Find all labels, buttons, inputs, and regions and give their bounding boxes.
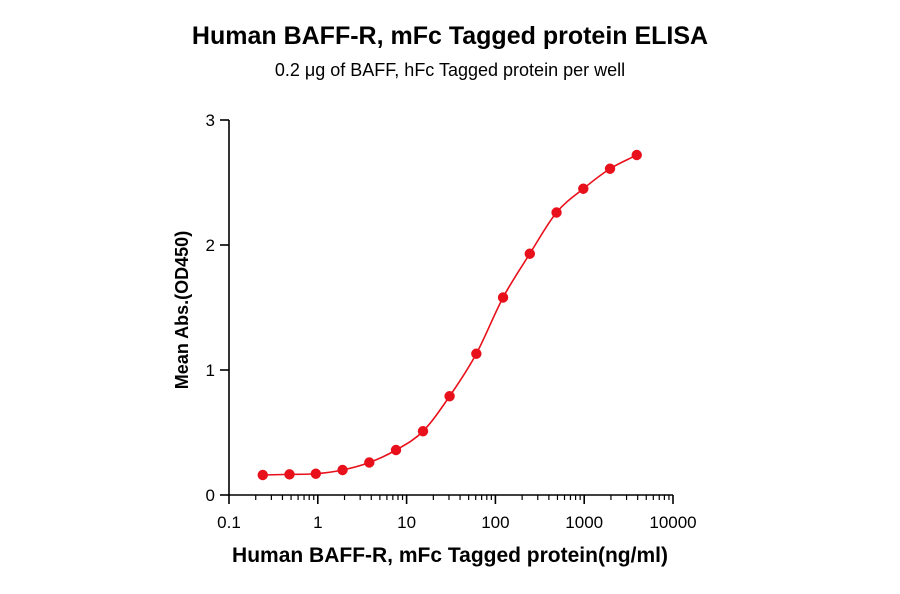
- y-tick-label: 3: [206, 111, 215, 130]
- y-tick-label: 1: [206, 361, 215, 380]
- fit-curve-layer: [262, 154, 638, 476]
- x-tick-label: 10: [397, 513, 416, 532]
- data-point: [497, 292, 509, 303]
- data-point: [524, 248, 536, 259]
- axes: 0 1 2 3 0.1 1 10 100 1000 10000: [206, 111, 697, 532]
- x-tick-label: 10000: [649, 513, 696, 532]
- data-point: [310, 468, 322, 479]
- data-points-layer: [257, 149, 642, 481]
- y-axis-label: Mean Abs.(OD450): [172, 230, 192, 390]
- x-tick-label: 100: [481, 513, 509, 532]
- chart-subtitle: 0.2 μg of BAFF, hFc Tagged protein per w…: [274, 60, 626, 80]
- x-tick-label: 0.1: [217, 513, 241, 532]
- data-point: [364, 457, 375, 468]
- x-tick-label: 1000: [565, 513, 603, 532]
- data-point: [631, 149, 642, 161]
- data-point: [417, 426, 429, 437]
- y-tick-label: 2: [206, 236, 215, 255]
- data-point: [284, 469, 295, 480]
- data-point: [551, 207, 562, 218]
- x-tick-label: 1: [313, 513, 322, 532]
- data-point: [604, 163, 616, 174]
- data-point: [337, 464, 348, 476]
- data-point: [257, 469, 268, 481]
- fit-curve: [262, 154, 638, 476]
- y-tick-label: 0: [206, 486, 215, 505]
- data-point: [444, 391, 455, 402]
- data-point: [578, 183, 589, 194]
- x-axis-label: Human BAFF-R, mFc Tagged protein(ng/ml): [232, 544, 668, 567]
- data-point: [390, 444, 402, 456]
- chart-title: Human BAFF-R, mFc Tagged protein ELISA: [191, 22, 709, 50]
- data-point: [471, 348, 482, 359]
